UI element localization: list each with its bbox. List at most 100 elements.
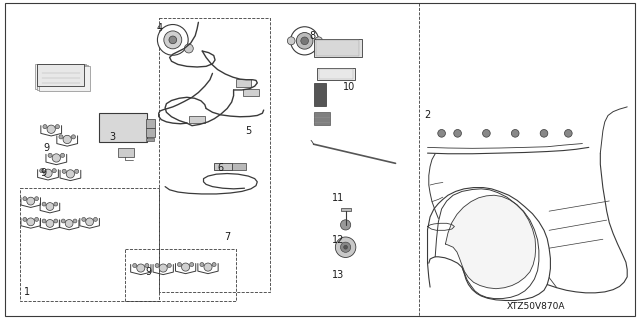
Bar [214,163,232,170]
Circle shape [344,245,348,249]
Circle shape [296,33,313,49]
Circle shape [71,135,76,139]
Bar [146,138,154,141]
Text: 2: 2 [424,110,431,121]
Bar [99,113,147,142]
Bar [125,249,236,301]
Text: 9: 9 [145,267,152,277]
Circle shape [35,218,38,221]
Circle shape [189,263,194,267]
Bar [20,188,159,301]
Polygon shape [445,195,536,289]
Bar [35,64,86,89]
Circle shape [540,130,548,137]
Text: 1: 1 [24,287,30,297]
Circle shape [157,25,188,55]
Circle shape [44,169,52,177]
Ellipse shape [287,37,295,45]
Bar [314,83,326,106]
Bar [37,64,84,86]
Circle shape [159,264,167,272]
Circle shape [483,130,490,137]
Circle shape [335,237,356,257]
Circle shape [204,263,212,271]
Circle shape [145,263,149,268]
Circle shape [340,220,351,230]
Text: 8: 8 [309,31,316,41]
Bar [316,40,359,56]
Circle shape [132,263,137,268]
Circle shape [62,169,67,174]
Circle shape [46,219,54,227]
Circle shape [184,44,193,53]
Text: 11: 11 [332,193,344,204]
Circle shape [61,219,65,223]
Circle shape [63,135,71,144]
Circle shape [54,202,58,206]
Circle shape [564,130,572,137]
Bar [232,163,246,170]
Circle shape [301,37,308,45]
Bar [159,18,270,292]
Circle shape [182,263,189,271]
Bar [118,148,134,157]
Bar [189,116,205,123]
Circle shape [42,202,46,206]
Bar [243,89,259,96]
Text: 12: 12 [332,235,344,245]
Circle shape [438,130,445,137]
Circle shape [454,130,461,137]
Circle shape [86,218,93,226]
Text: 5: 5 [245,126,252,137]
Circle shape [93,218,97,221]
Circle shape [74,169,79,174]
Circle shape [82,218,86,221]
Bar [236,79,251,87]
Bar [37,65,88,90]
Circle shape [137,264,145,272]
Circle shape [27,197,35,205]
Circle shape [47,125,55,133]
Circle shape [73,219,77,223]
Bar [146,128,155,137]
Circle shape [23,197,27,201]
Text: 13: 13 [332,270,344,280]
Text: 10: 10 [342,82,355,92]
Circle shape [511,130,519,137]
Circle shape [52,154,60,162]
Text: 7: 7 [224,232,230,242]
Circle shape [167,263,172,268]
Text: 4: 4 [157,23,163,33]
Ellipse shape [315,37,323,45]
Circle shape [59,135,63,139]
Text: XTZ50V870A: XTZ50V870A [507,302,566,311]
Circle shape [35,197,38,201]
Circle shape [155,263,159,268]
Circle shape [52,169,56,173]
Bar [317,68,355,80]
Circle shape [164,31,182,49]
Circle shape [65,219,73,227]
Text: 9: 9 [40,168,47,178]
Circle shape [27,218,35,226]
Bar [39,66,90,91]
Circle shape [67,170,74,178]
Text: 9: 9 [43,143,49,153]
Circle shape [54,219,58,223]
Circle shape [169,36,177,44]
Circle shape [46,203,54,211]
Bar [314,39,362,57]
Circle shape [48,153,52,158]
Circle shape [42,219,46,223]
Circle shape [177,263,182,267]
Circle shape [340,242,351,252]
Circle shape [23,218,27,221]
Text: 3: 3 [109,131,115,142]
Text: 6: 6 [218,163,224,174]
Circle shape [200,263,204,267]
Bar [146,119,155,128]
Bar [341,208,351,211]
Circle shape [43,125,47,129]
Circle shape [55,125,60,129]
Circle shape [212,263,216,267]
